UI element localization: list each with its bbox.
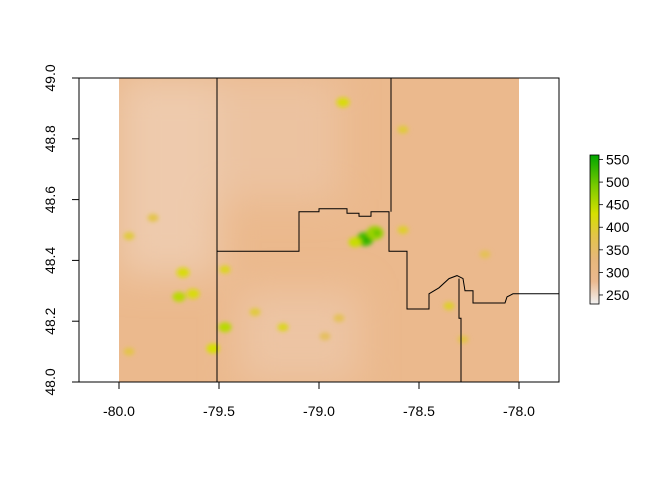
raster-hotspot	[277, 323, 289, 332]
raster-hotspot	[457, 335, 469, 344]
raster-hotspot	[443, 302, 455, 310]
raster-hotspot	[123, 232, 135, 241]
raster-region-northwest-lowland	[119, 78, 219, 276]
raster-hotspot	[147, 213, 159, 222]
y-tick-label: 48.0	[42, 368, 58, 395]
legend-frame	[589, 154, 600, 305]
elevation-raster	[119, 78, 519, 382]
raster-hotspot	[186, 288, 200, 299]
y-tick-label: 49.0	[42, 64, 58, 91]
x-tick-label: -79.5	[203, 403, 235, 419]
boundary-line	[217, 208, 559, 310]
boundary-line	[458, 278, 462, 382]
legend-tick-label: 450	[606, 197, 630, 213]
y-tick-label: 48.8	[42, 125, 58, 152]
raster-hotspot	[348, 237, 362, 248]
raster-hotspot	[397, 125, 409, 134]
x-axis: -80.0 -79.5 -79.0 -78.5 -78.0	[103, 382, 535, 419]
raster-hotspot	[176, 267, 190, 278]
raster-hotspot	[218, 322, 232, 333]
color-legend: 250 300 350 400 450 500 550	[589, 152, 630, 305]
legend-tick-label: 400	[606, 219, 630, 235]
y-axis: 48.0 48.2 48.4 48.6 48.8 49.0	[42, 64, 79, 396]
boundary-lines	[216, 78, 559, 382]
legend-tick-label: 250	[606, 287, 630, 303]
raster-hotspot-core	[374, 230, 380, 236]
x-tick-label: -78.0	[503, 403, 535, 419]
raster-hotspot	[123, 347, 135, 356]
y-tick-label: 48.2	[42, 307, 58, 334]
raster-regions	[119, 78, 359, 382]
legend-tick-label: 300	[606, 264, 630, 280]
legend-color-bar	[590, 155, 599, 304]
raster-region-south-lowland	[239, 290, 359, 382]
y-tick-label: 48.6	[42, 186, 58, 213]
raster-hotspot	[336, 97, 350, 108]
raster-hotspot	[206, 343, 220, 354]
raster-hotspots	[123, 97, 491, 356]
legend-tick-label: 500	[606, 174, 630, 190]
raster-hotspot	[172, 291, 186, 302]
raster-region-north-central-lowland	[219, 78, 339, 200]
raster-hotspot	[333, 314, 345, 323]
x-tick-label: -79.0	[303, 403, 335, 419]
raster-hotspot	[479, 250, 491, 259]
raster-hotspot	[249, 308, 261, 317]
legend-tick-label: 350	[606, 242, 630, 258]
y-tick-label: 48.4	[42, 247, 58, 274]
raster-hotspot-core	[364, 236, 370, 242]
raster-hotspot	[219, 265, 231, 274]
legend-tick-label: 550	[606, 152, 630, 168]
x-tick-label: -78.5	[403, 403, 435, 419]
x-tick-label: -80.0	[103, 403, 135, 419]
raster-hotspot	[397, 226, 409, 234]
raster-hotspot	[319, 332, 331, 341]
